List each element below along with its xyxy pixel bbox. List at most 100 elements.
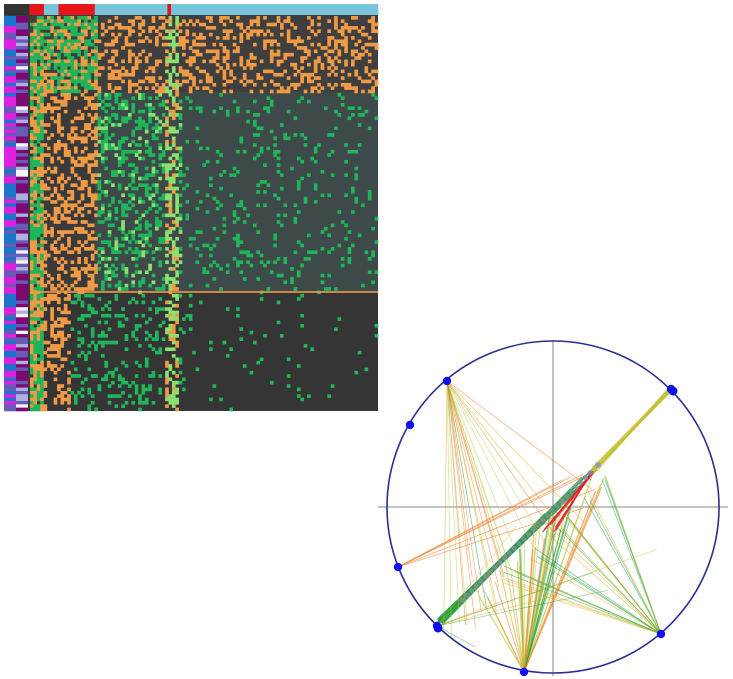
heatmap-cell <box>67 250 71 254</box>
heatmap-cell <box>127 52 132 57</box>
heatmap-cell <box>134 89 139 94</box>
heatmap-cell <box>303 344 308 348</box>
heatmap-cell <box>364 109 369 114</box>
heatmap-cell <box>151 203 156 208</box>
heatmap-cell <box>161 163 166 167</box>
heatmap-cell <box>168 400 173 405</box>
heatmap-cell <box>256 203 261 208</box>
heatmap-cell <box>127 193 132 198</box>
heatmap-cell <box>290 280 294 285</box>
heatmap-cell <box>107 233 112 238</box>
heatmap-cell <box>40 263 44 268</box>
heatmap-cell <box>144 103 149 107</box>
heatmap-cell <box>374 270 379 275</box>
heatmap-cell <box>283 203 288 208</box>
heatmap-cell <box>53 337 58 342</box>
heatmap-cell <box>354 89 359 94</box>
heatmap-cell <box>87 387 92 392</box>
heatmap-cell <box>327 39 331 44</box>
heatmap-cell <box>77 16 81 20</box>
heatmap-cell <box>94 267 98 271</box>
heatmap-cell <box>94 26 98 30</box>
heatmap-cell <box>60 59 65 64</box>
heatmap-cell <box>232 42 237 47</box>
heatmap-cell <box>107 267 112 271</box>
heatmap-cell <box>73 76 78 80</box>
heatmap-cell <box>165 49 169 54</box>
heatmap-cell <box>33 303 38 308</box>
heatmap-cell <box>87 350 92 355</box>
heatmap-cell <box>236 240 240 244</box>
heatmap-cell <box>340 39 345 44</box>
heatmap-cell <box>94 113 98 117</box>
heatmap-cell <box>67 19 71 23</box>
heatmap-cell <box>310 89 315 94</box>
heatmap-cell <box>30 273 34 278</box>
heatmap-cell <box>53 240 58 244</box>
heatmap-cell <box>354 176 359 181</box>
heatmap-cell <box>90 310 95 315</box>
heatmap-cell <box>90 280 95 285</box>
heatmap-cell <box>50 19 54 23</box>
heatmap-cell <box>46 79 51 84</box>
heatmap-cell <box>33 347 38 352</box>
heatmap-cell <box>188 72 193 77</box>
row-annotation-cell <box>4 62 16 67</box>
heatmap-cell <box>239 327 244 331</box>
heatmap-cell <box>300 59 304 64</box>
heatmap-cell <box>36 39 41 44</box>
heatmap-cell <box>50 323 54 328</box>
heatmap-cell <box>63 397 68 402</box>
heatmap-cell <box>107 340 112 345</box>
heatmap-cell <box>33 86 38 90</box>
row-annotation-cell <box>16 99 28 104</box>
heatmap-cell <box>53 250 58 254</box>
heatmap-cell <box>209 76 213 80</box>
heatmap-cell <box>107 243 112 248</box>
heatmap-cell <box>134 169 139 174</box>
row-annotation-cell <box>16 119 28 124</box>
heatmap-cell <box>57 206 61 211</box>
heatmap-cell <box>269 79 274 84</box>
heatmap-cell <box>168 146 173 151</box>
heatmap-cell <box>60 400 65 405</box>
row-annotation-cell <box>4 257 16 261</box>
heatmap-cell <box>36 119 41 124</box>
heatmap-cell <box>80 69 85 74</box>
heatmap-cell <box>107 96 112 100</box>
heatmap-cell <box>131 42 136 47</box>
heatmap-cell <box>73 39 78 44</box>
heatmap-cell <box>33 394 38 398</box>
heatmap-cell <box>276 169 281 174</box>
heatmap-cell <box>77 344 81 348</box>
heatmap-cell <box>40 253 44 258</box>
heatmap-cell <box>330 133 335 137</box>
heatmap-cell <box>30 92 34 97</box>
heatmap-cell <box>90 116 95 121</box>
heatmap-cell <box>202 163 206 167</box>
network-edge <box>601 478 662 635</box>
row-annotation-cell <box>16 206 28 211</box>
heatmap-cell <box>195 230 200 234</box>
heatmap-cell <box>30 280 34 285</box>
heatmap-cell <box>63 82 68 87</box>
heatmap-cell <box>171 86 176 90</box>
heatmap-cell <box>175 42 179 47</box>
heatmap-cell <box>280 26 284 30</box>
heatmap-cell <box>57 19 61 23</box>
heatmap-cell <box>286 16 291 20</box>
heatmap-cell <box>269 380 274 385</box>
heatmap-cell <box>94 136 98 141</box>
heatmap-cell <box>158 263 163 268</box>
heatmap-cell <box>33 377 38 382</box>
heatmap-cell <box>53 19 58 23</box>
heatmap-cell <box>263 82 267 87</box>
heatmap-cell <box>30 270 34 275</box>
row-annotation-cell <box>4 89 16 94</box>
heatmap-cell <box>67 153 71 157</box>
heatmap-cell <box>36 384 41 388</box>
heatmap-cell <box>178 159 183 164</box>
heatmap-cell <box>40 390 44 395</box>
heatmap-cell <box>134 66 139 70</box>
heatmap-cell <box>30 236 34 241</box>
